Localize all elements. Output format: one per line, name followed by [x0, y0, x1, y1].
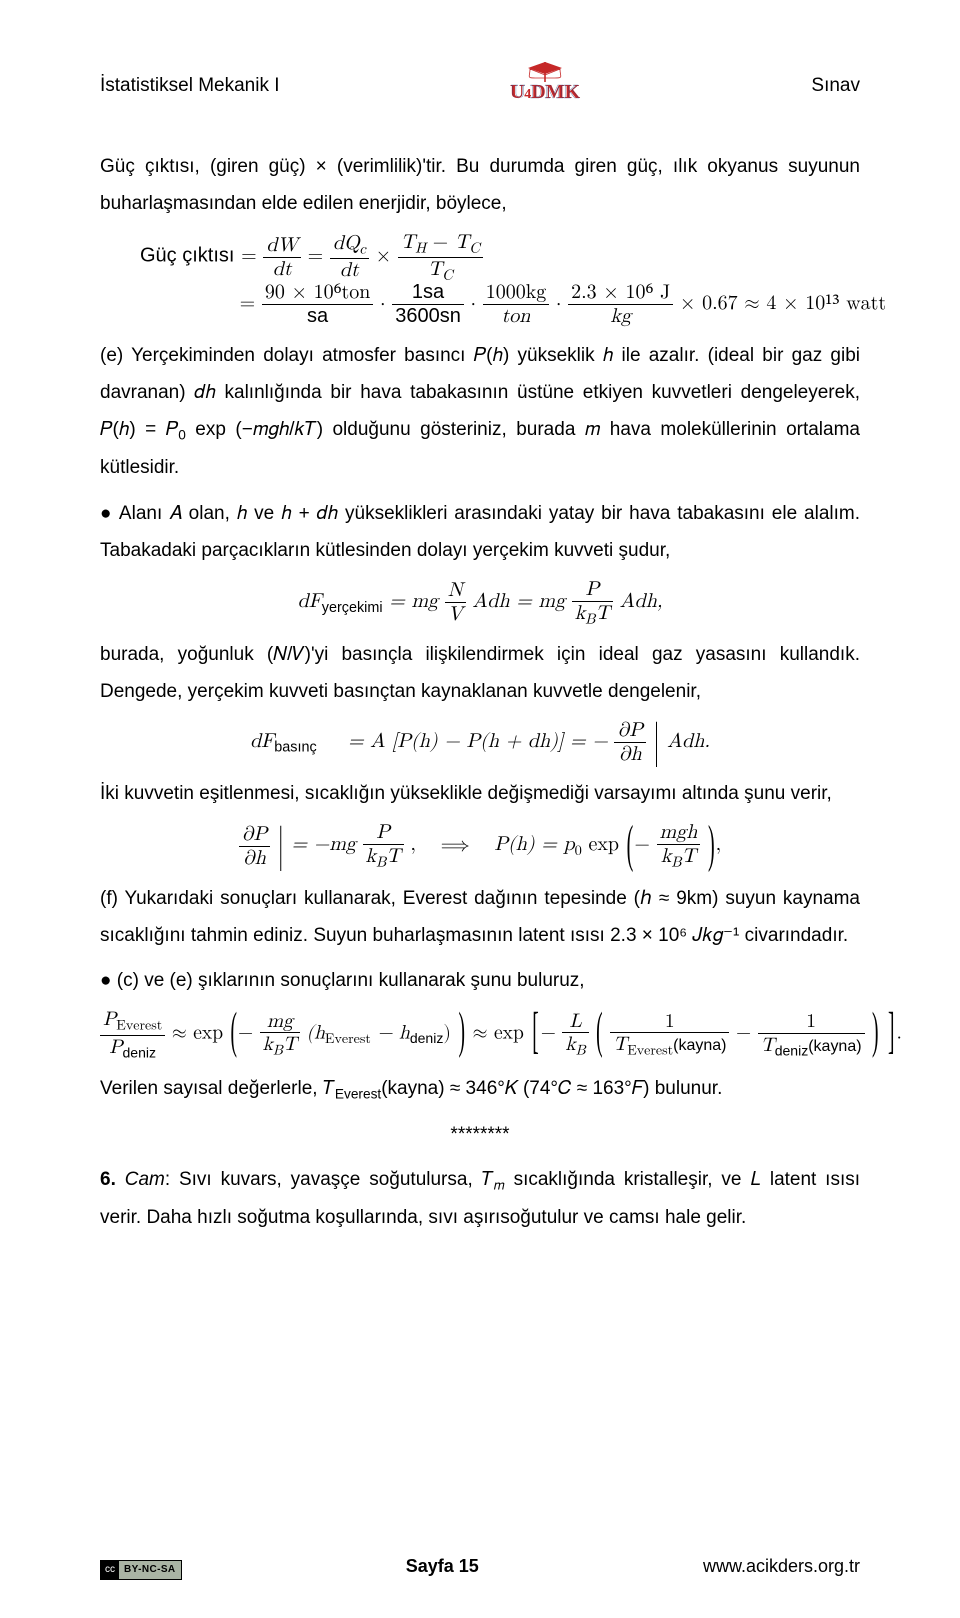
udmk-logo-icon: U4DMK U DMK [506, 60, 584, 105]
svg-text:U DMK: U DMK [511, 81, 580, 103]
footer-url: www.acikders.org.tr [703, 1549, 860, 1584]
paragraph-4: burada, yoğunluk (𝑁/𝑉)'yi basınçla ilişk… [100, 636, 860, 710]
equation-everest-ratio: PEverestPdeniz ≈ exp (− mgkBT (hEverest … [100, 1009, 860, 1059]
equation-power-output: Güç çıktısı = dWdt = dQcdt × TH − TCTC =… [140, 232, 860, 327]
header-exam-label: Sınav [811, 75, 860, 98]
header-course-title: İstatistiksel Mekanik I [100, 75, 280, 98]
paragraph-9: 6. Cam: Sıvı kuvars, yavaşçe soğutulursa… [100, 1161, 860, 1236]
cc-icon: cc [101, 1561, 119, 1579]
equation-gravity-force: dFyerçekimi = mg NV Adh = mg PkBT Adh, [100, 579, 860, 627]
paragraph-6: (f) Yukarıdaki sonuçları kullanarak, Eve… [100, 880, 860, 954]
eq1-tail: × 0.67 ≈ 4 × 10¹³ watt [680, 293, 886, 313]
header-logo: U4DMK U DMK [506, 60, 584, 112]
equation-pressure-solution: ∂P∂h | = −mg PkBT , ⟹ P(h) = p0 exp (− m… [100, 822, 860, 870]
page-number: Sayfa 15 [406, 1549, 479, 1584]
page: İstatistiksel Mekanik I U4DMK U DMK Sına… [0, 0, 960, 1618]
equation-pressure-force: dFbasınç = A [P(h) − P(h + dh)] = − ∂P∂h… [100, 720, 860, 765]
paragraph-7: ● (c) ve (e) şıklarının sonuçlarını kull… [100, 962, 860, 999]
eq1-prefix: Güç çıktısı [140, 244, 234, 266]
cc-license-text: BY-NC-SA [119, 1561, 181, 1579]
page-header: İstatistiksel Mekanik I U4DMK U DMK Sına… [100, 60, 860, 112]
page-footer: cc BY-NC-SA Sayfa 15 www.acikders.org.tr [0, 1549, 960, 1584]
paragraph-1: Güç çıktısı, (giren güç) × (verimlilik)'… [100, 148, 860, 222]
paragraph-8: Verilen sayısal değerlerle, 𝑇Everest(kay… [100, 1070, 860, 1108]
paragraph-3: ● Alanı 𝐴 olan, ℎ ve ℎ + 𝑑ℎ yükseklikler… [100, 495, 860, 569]
paragraph-5: İki kuvvetin eşitlenmesi, sıcaklığın yük… [100, 775, 860, 812]
paragraph-2: (e) Yerçekiminden dolayı atmosfer basınc… [100, 337, 860, 486]
cc-license-badge: cc BY-NC-SA [100, 1549, 182, 1584]
section-separator: ******** [100, 1116, 860, 1153]
